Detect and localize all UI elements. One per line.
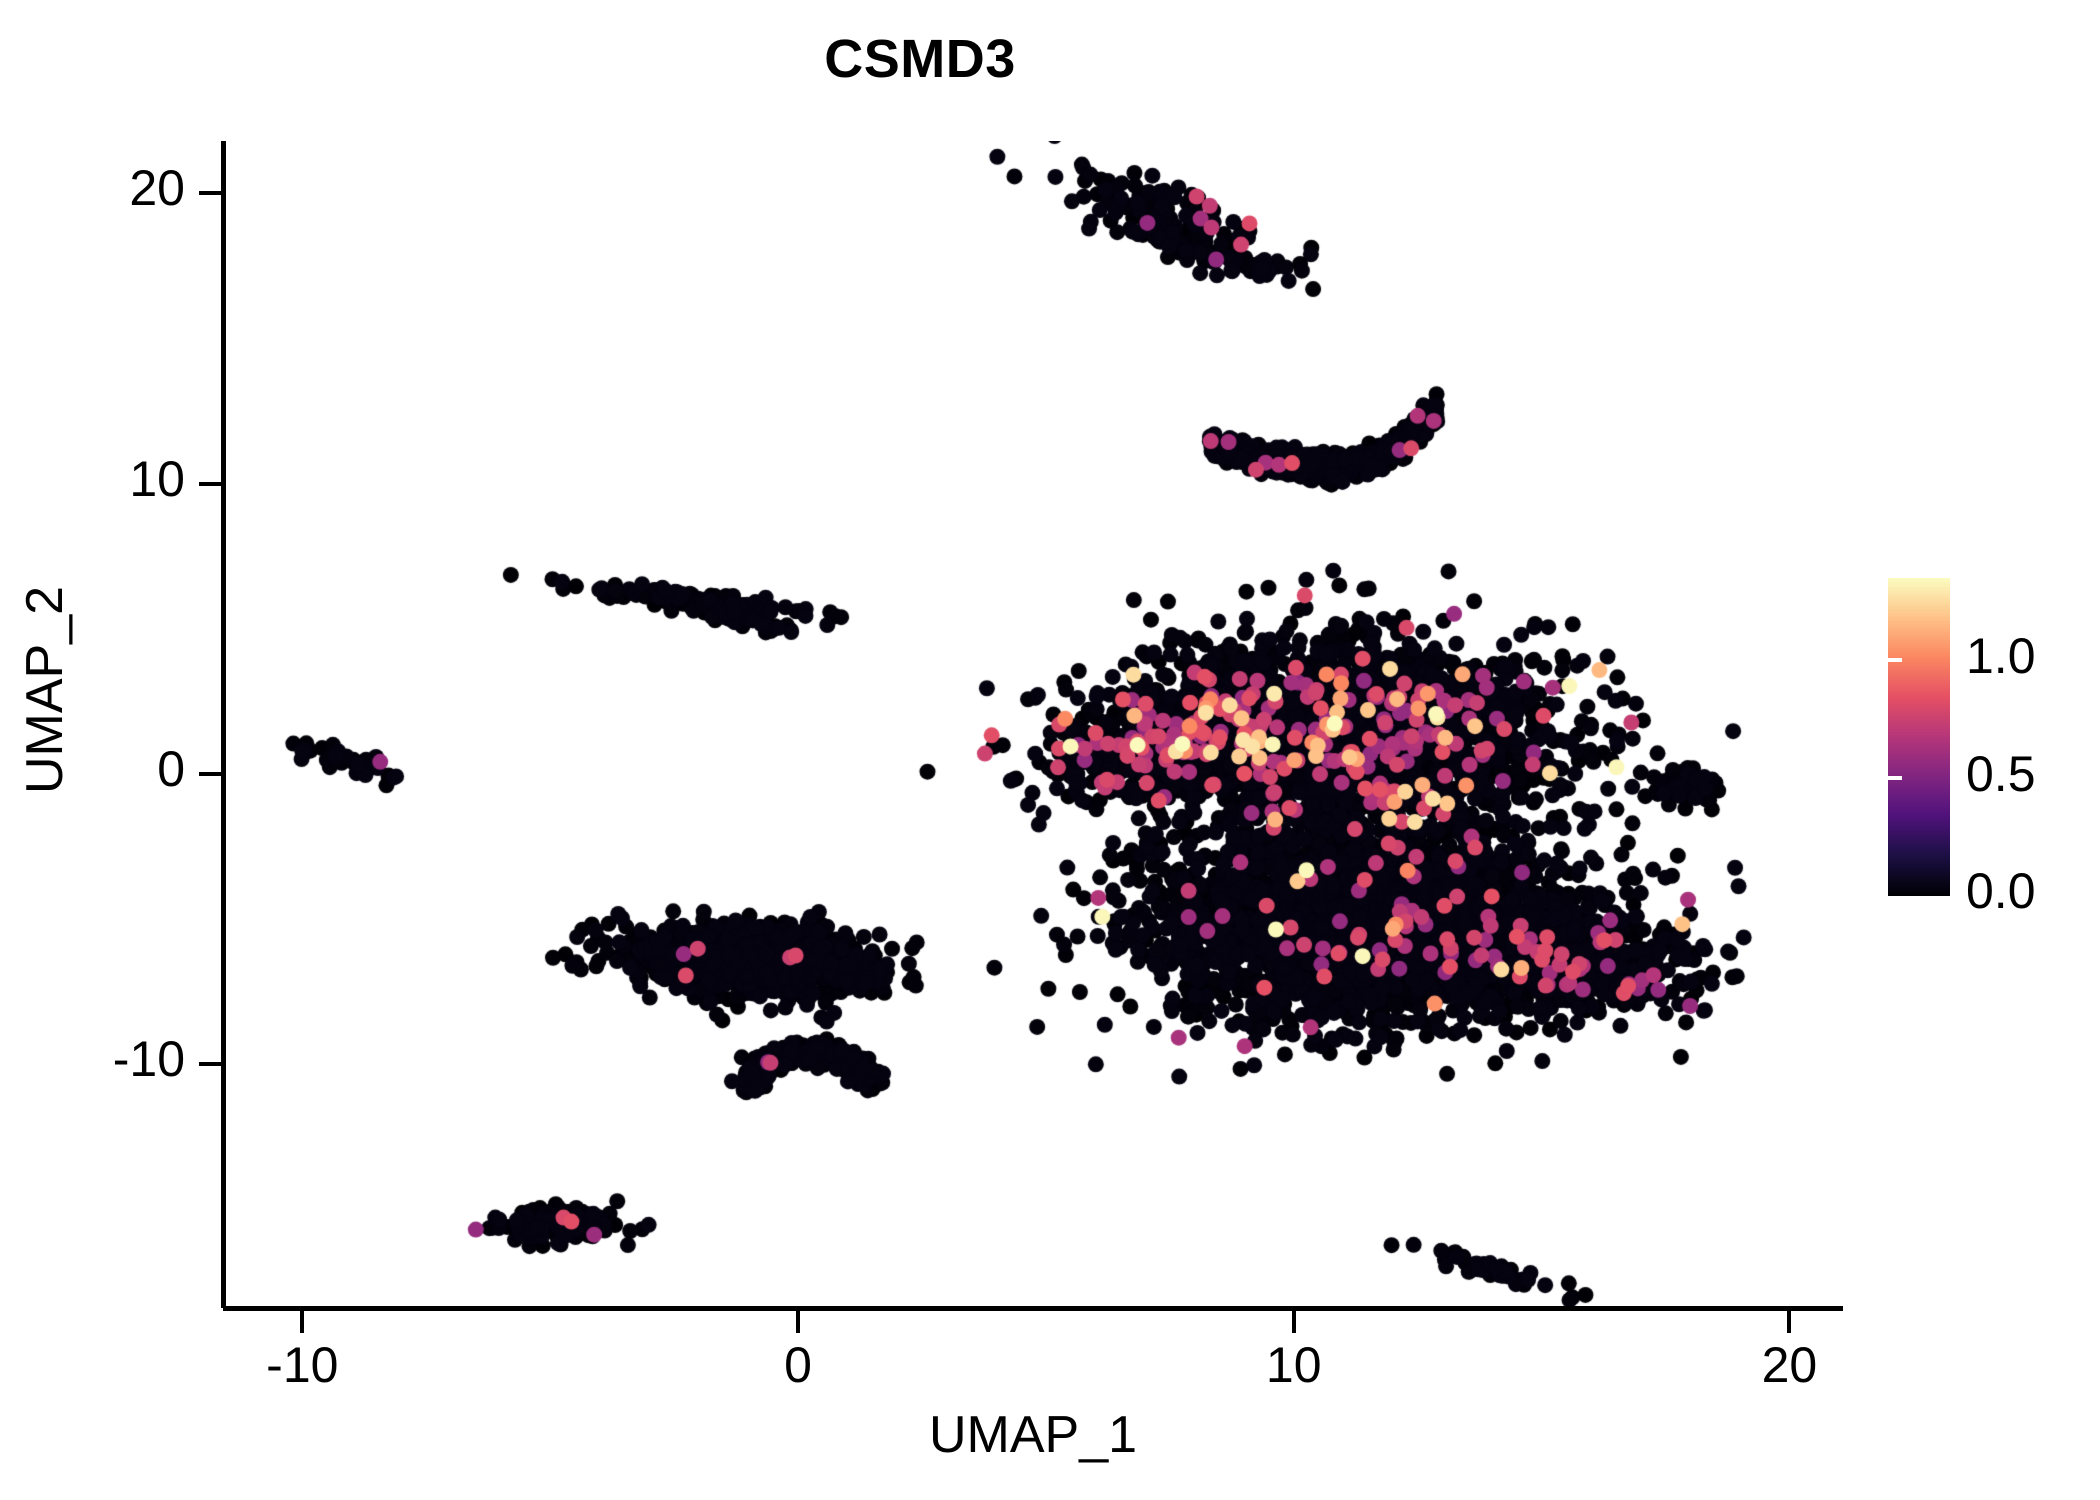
y-axis-line <box>221 141 226 1308</box>
colorbar-legend: 1.0 0.5 0.0 <box>1888 578 2088 919</box>
y-tick-label: 10 <box>129 450 185 507</box>
x-tick-mark <box>1787 1311 1792 1333</box>
x-tick-mark <box>796 1311 801 1333</box>
y-tick-label: 0 <box>157 740 185 797</box>
y-tick-label: -10 <box>112 1031 185 1088</box>
colorbar-tick-label: 0.0 <box>1966 863 2036 919</box>
scatter-points-canvas <box>223 141 1839 1308</box>
colorbar-tick-mark <box>2074 658 2088 663</box>
x-tick-label: 10 <box>1265 1337 1322 1393</box>
x-tick-mark <box>1291 1311 1296 1333</box>
colorbar-tick-label: 0.5 <box>1966 745 2036 802</box>
x-tick-mark <box>300 1311 305 1333</box>
y-tick-mark <box>199 771 221 776</box>
x-tick-label: -10 <box>266 1337 339 1393</box>
y-tick-mark <box>199 481 221 486</box>
page-title: CSMD3 <box>824 29 1016 89</box>
y-tick-mark <box>199 1062 221 1067</box>
x-tick-label: 0 <box>784 1337 812 1393</box>
colorbar-tick-mark <box>1888 658 1902 663</box>
x-tick-label: 20 <box>1761 1337 1818 1393</box>
y-axis-title: UMAP_2 <box>16 585 74 795</box>
scatter-panel <box>223 141 1839 1308</box>
colorbar-tick-mark <box>2074 775 2088 780</box>
colorbar-tick-label: 1.0 <box>1966 628 2036 685</box>
x-axis-title: UMAP_1 <box>928 1406 1138 1464</box>
y-tick-mark <box>199 191 221 196</box>
x-axis-line <box>223 1306 1843 1311</box>
y-tick-label: 20 <box>129 160 185 217</box>
colorbar-gradient <box>1888 578 1950 896</box>
colorbar-tick-mark <box>1888 775 1902 780</box>
